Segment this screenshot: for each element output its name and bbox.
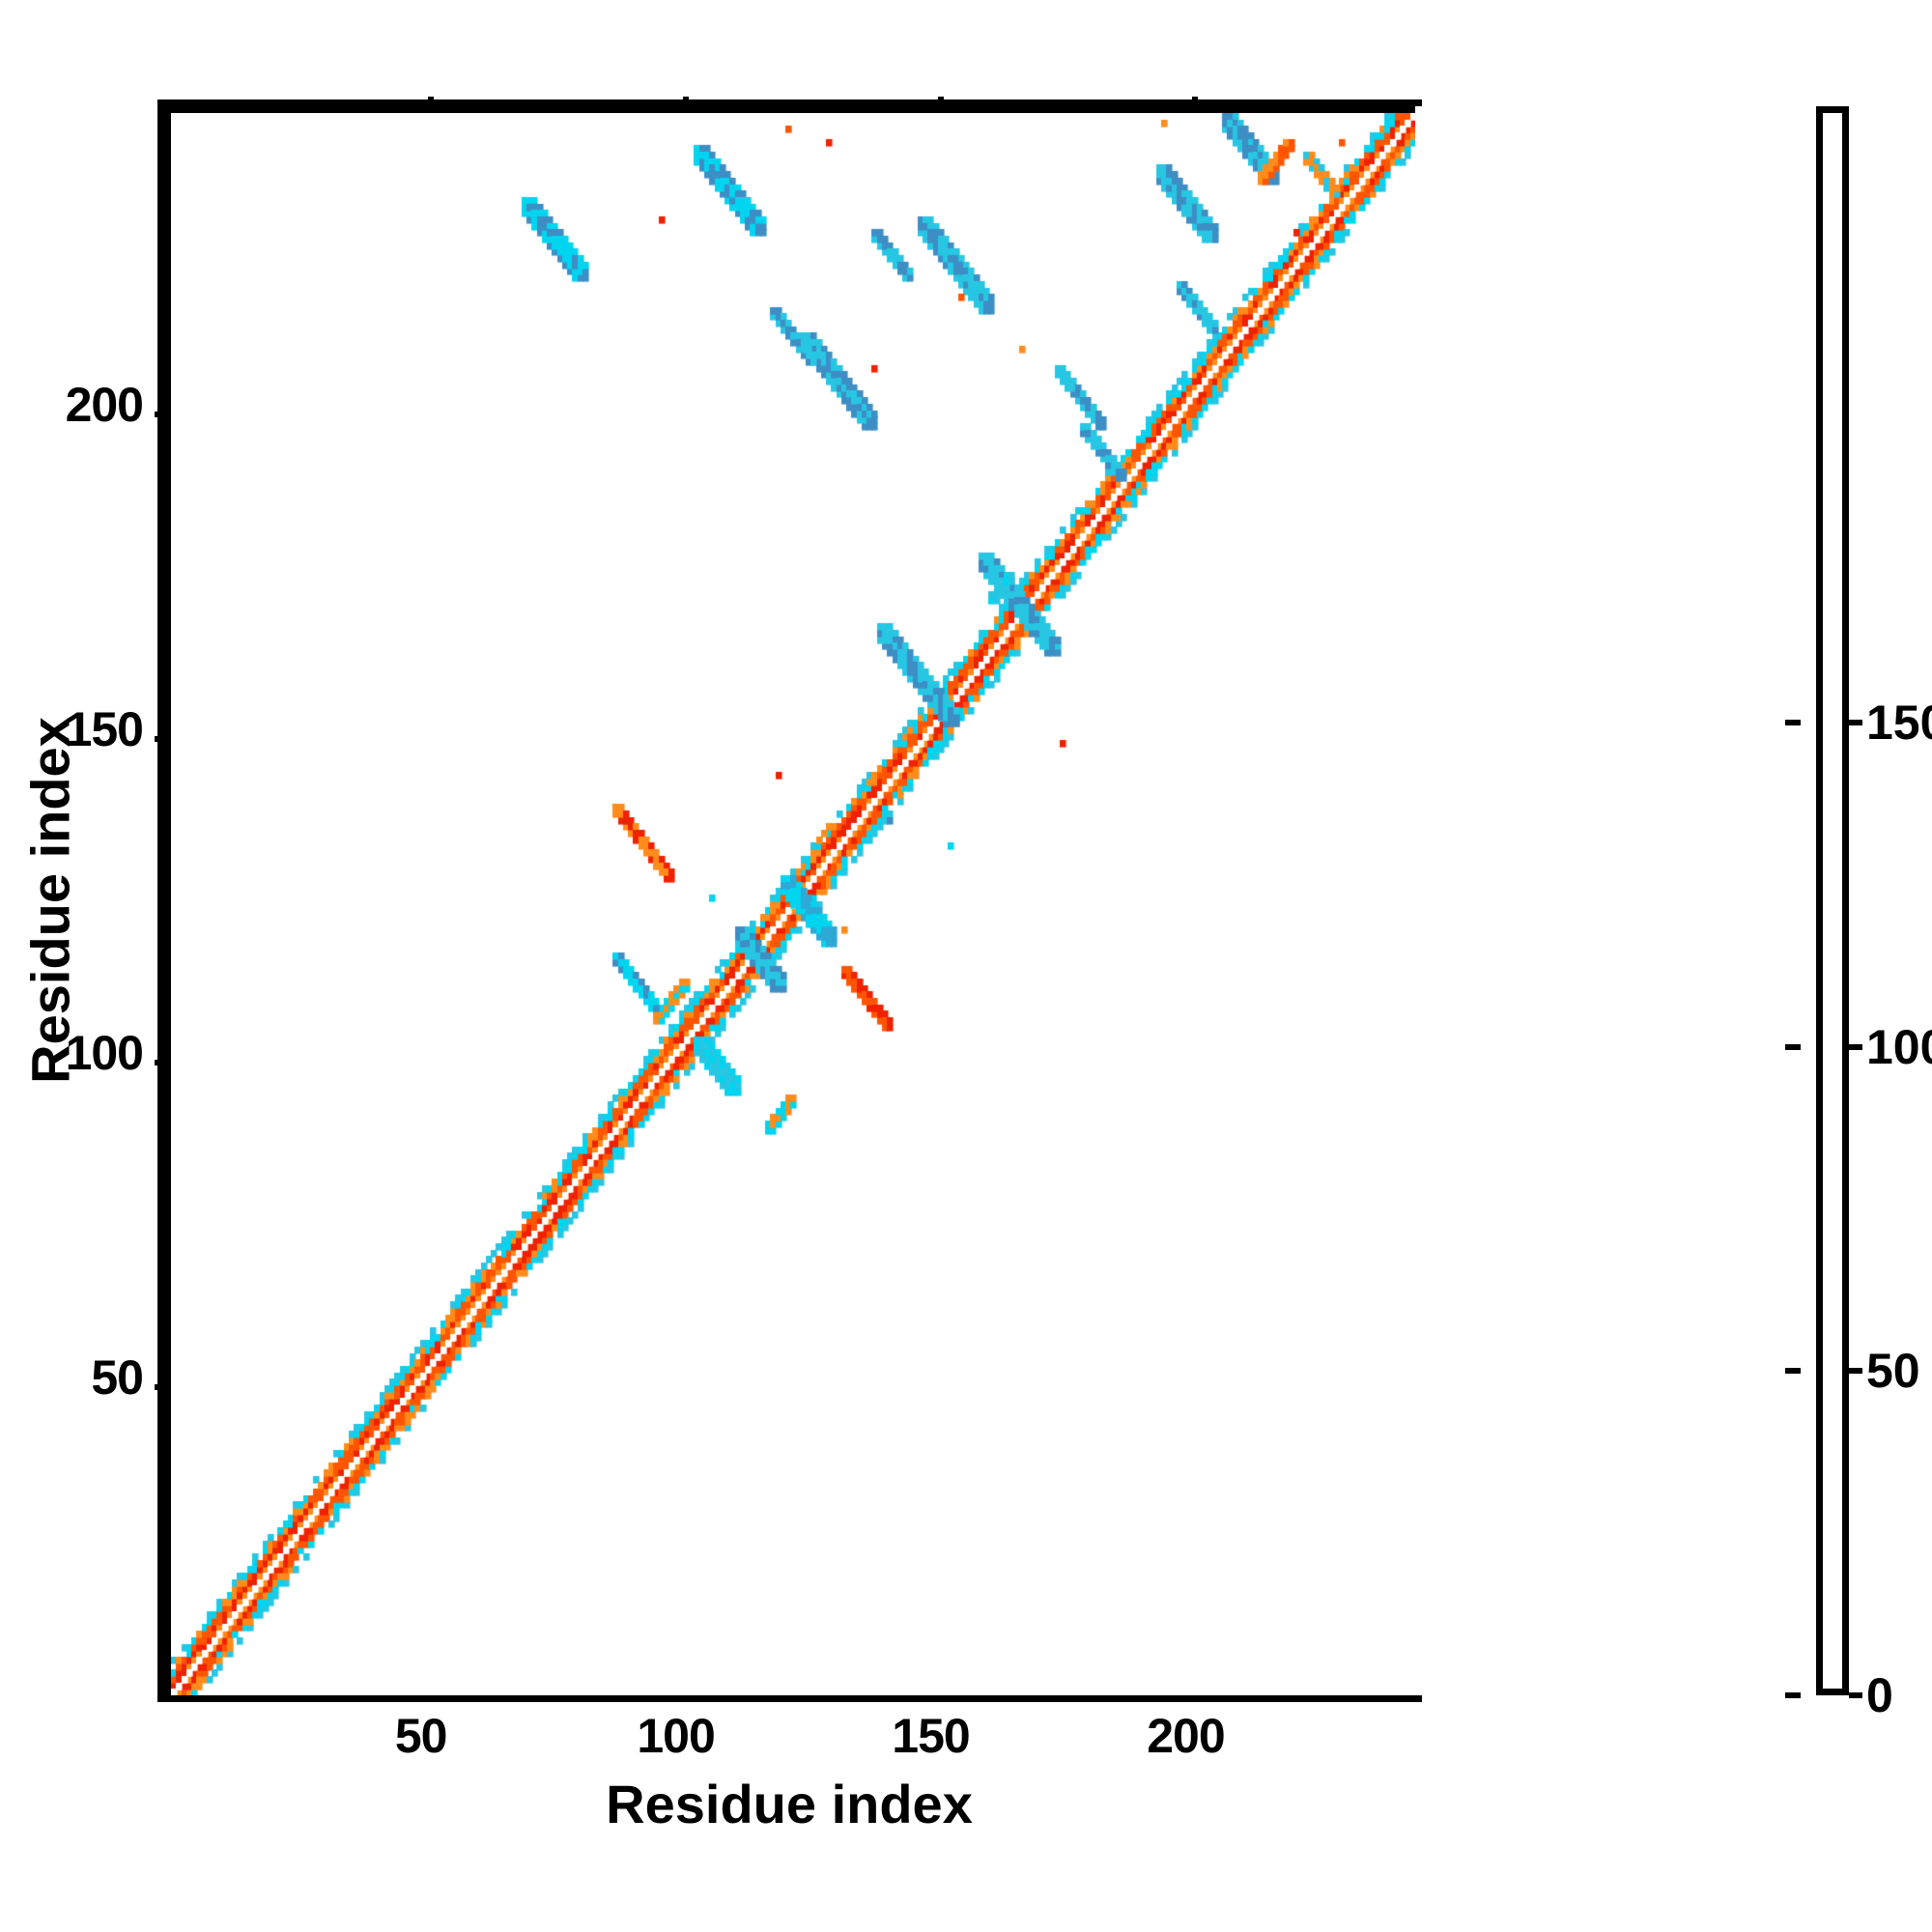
colorbar-tick-label-100: 100	[1866, 1019, 1932, 1074]
colorbar-tick-150	[1849, 719, 1862, 725]
x-tick-label-50: 50	[394, 1709, 448, 1763]
axis-top-spine	[157, 99, 1422, 106]
plot-area[interactable]	[155, 97, 1415, 1695]
colorbar-tick-label-50: 50	[1866, 1344, 1920, 1399]
colorbar-tick-50	[1849, 1368, 1862, 1375]
x-tick-label-150: 150	[892, 1709, 970, 1763]
y-tick-label-200: 200	[65, 378, 144, 433]
x-tick-150	[937, 97, 944, 113]
y-axis-label: Residue index	[19, 717, 81, 1084]
colorbar-tick-100	[1849, 1043, 1862, 1050]
x-tick-50	[427, 97, 434, 113]
colorbar-outer-tick-0	[1785, 1692, 1801, 1698]
colorbar-tick-label-150: 150	[1866, 695, 1932, 750]
colorbar-tick-label-0: 0	[1866, 1668, 1893, 1722]
y-tick-label-50: 50	[91, 1350, 144, 1406]
y-tick-label-100: 100	[65, 1026, 144, 1081]
colorbar[interactable]: 0 50 100 150	[1785, 106, 1932, 1722]
x-tick-label-200: 200	[1147, 1709, 1225, 1763]
x-tick-label-100: 100	[637, 1709, 715, 1763]
colorbar-tick-0	[1849, 1692, 1862, 1698]
x-tick-100	[682, 97, 689, 113]
x-axis-label: Residue index	[606, 1774, 973, 1834]
contact-map-canvas[interactable]	[171, 113, 1415, 1695]
y-tick-50	[155, 1384, 171, 1391]
y-tick-200	[155, 412, 171, 418]
axis-left-spine	[157, 106, 164, 1702]
axis-bottom-spine	[157, 1695, 1422, 1702]
x-tick-200	[1192, 97, 1199, 113]
colorbar-outer-tick-100	[1785, 1043, 1801, 1050]
colorbar-outer-tick-150	[1785, 719, 1801, 725]
y-tick-label-150: 150	[65, 701, 144, 756]
y-tick-150	[155, 735, 171, 742]
colorbar-outer-tick-50	[1785, 1368, 1801, 1375]
y-tick-100	[155, 1060, 171, 1066]
colorbar-outline	[1816, 106, 1849, 1695]
